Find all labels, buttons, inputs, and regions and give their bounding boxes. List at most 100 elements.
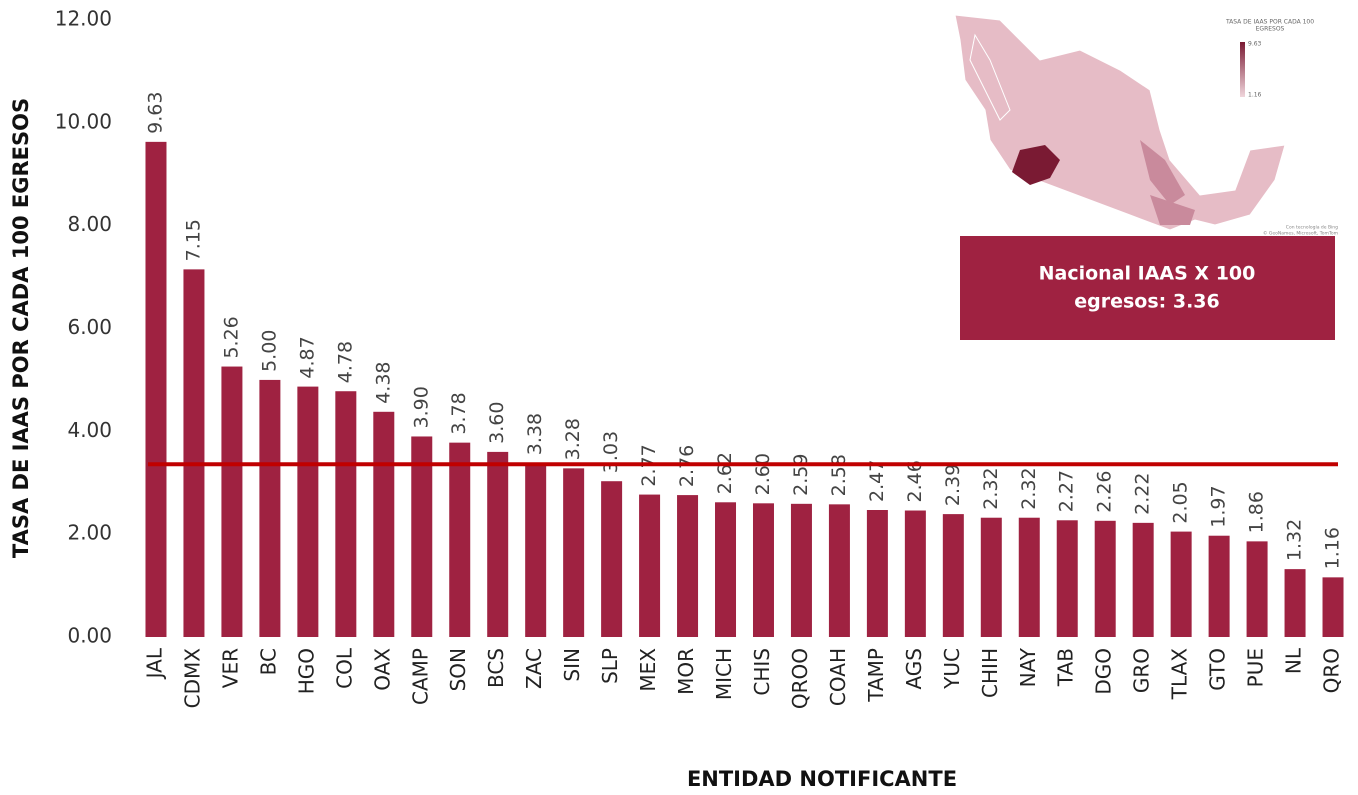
- bar: [677, 495, 699, 637]
- bar: [183, 269, 205, 637]
- bar: [1132, 522, 1154, 637]
- value-label: 2.32: [1018, 467, 1040, 509]
- x-tick-label: HGO: [294, 648, 318, 694]
- map-credit: Con tecnología de Bing: [1286, 224, 1338, 231]
- x-tick-label: MICH: [712, 648, 736, 700]
- y-tick-label: 0.00: [67, 624, 112, 648]
- bar: [715, 502, 737, 637]
- value-label: 2.47: [866, 460, 888, 502]
- value-label: 5.00: [258, 330, 280, 372]
- x-tick-label: MOR: [674, 648, 698, 695]
- value-label: 1.16: [1322, 527, 1344, 569]
- bar: [790, 503, 812, 637]
- map-legend-title: TASA DE IAAS POR CADA 100: [1225, 19, 1314, 26]
- bar: [411, 436, 433, 637]
- value-label: 2.26: [1094, 470, 1116, 512]
- value-label: 1.32: [1284, 519, 1306, 561]
- value-label: 3.90: [410, 386, 432, 428]
- value-label: 2.32: [980, 467, 1002, 509]
- x-tick-label: GTO: [1206, 648, 1230, 691]
- annotation-text: egresos: 3.36: [1074, 291, 1220, 313]
- map-legend-min: 1.16: [1248, 92, 1262, 99]
- x-tick-label: QRO: [1320, 648, 1344, 693]
- x-tick-label: ZAC: [522, 648, 546, 689]
- value-label: 2.46: [904, 460, 926, 502]
- x-tick-label: TAMP: [864, 648, 888, 703]
- map-region: [1140, 140, 1185, 205]
- annotation-box: [960, 236, 1335, 340]
- bar: [145, 141, 167, 638]
- bar: [1246, 541, 1268, 637]
- x-tick-label: GRO: [1130, 648, 1154, 693]
- value-label: 3.38: [524, 413, 546, 455]
- y-tick-label: 4.00: [67, 418, 112, 442]
- value-label: 7.15: [182, 219, 204, 261]
- value-label: 3.28: [562, 418, 584, 460]
- bar: [487, 451, 509, 637]
- map-shape: [954, 14, 1286, 231]
- x-tick-label: YUC: [940, 648, 964, 690]
- x-tick-label: MEX: [636, 648, 660, 692]
- value-label: 2.60: [752, 453, 774, 495]
- map-region: [1012, 145, 1060, 185]
- x-tick-label: JAL: [142, 647, 166, 680]
- bar: [1170, 531, 1192, 637]
- x-tick-label: COL: [332, 647, 356, 689]
- map-credit: © GeoNames, Microsoft, TomTom: [1263, 230, 1338, 237]
- x-tick-label: DGO: [1092, 648, 1116, 695]
- y-tick-label: 12.00: [55, 7, 112, 31]
- value-label: 4.87: [296, 336, 318, 378]
- value-label: 9.63: [144, 92, 166, 134]
- bar: [601, 481, 623, 637]
- x-tick-label: PUE: [1244, 648, 1268, 687]
- map-inset: [954, 14, 1286, 231]
- x-tick-label: SON: [446, 648, 470, 691]
- bar: [942, 514, 964, 637]
- y-tick-label: 8.00: [67, 212, 112, 236]
- y-tick-label: 6.00: [67, 315, 112, 339]
- x-tick-label: OAX: [370, 648, 394, 691]
- value-label: 1.86: [1246, 491, 1268, 533]
- y-axis-title: TASA DE IAAS POR CADA 100 EGRESOS: [9, 98, 33, 558]
- value-label: 5.26: [220, 316, 242, 358]
- bar: [449, 442, 471, 637]
- x-tick-label: AGS: [902, 648, 926, 690]
- bar: [1208, 535, 1230, 637]
- x-tick-label: NL: [1282, 647, 1306, 674]
- value-label: 3.78: [448, 392, 470, 434]
- bar: [1094, 520, 1116, 637]
- bar: [221, 366, 243, 637]
- value-label: 2.39: [942, 464, 964, 506]
- x-tick-label: SIN: [560, 648, 584, 682]
- bar: [752, 503, 774, 637]
- bar: [335, 391, 357, 637]
- x-tick-label: CDMX: [180, 648, 204, 709]
- bar: [259, 379, 281, 637]
- x-axis-title: ENTIDAD NOTIFICANTE: [687, 767, 957, 791]
- bar: [866, 510, 888, 637]
- x-tick-label: CHIH: [978, 648, 1002, 698]
- value-label: 4.38: [372, 361, 394, 403]
- bar: [980, 517, 1002, 637]
- value-label: 2.62: [714, 452, 736, 494]
- bar: [1284, 569, 1306, 637]
- bar: [563, 468, 585, 637]
- y-tick-label: 2.00: [67, 521, 112, 545]
- x-tick-label: VER: [218, 648, 242, 688]
- bar: [904, 510, 926, 637]
- map-legend-bar: [1240, 42, 1245, 97]
- value-label: 3.03: [600, 431, 622, 473]
- y-tick-label: 10.00: [55, 109, 112, 133]
- x-tick-label: SLP: [598, 648, 622, 684]
- value-label: 1.97: [1208, 485, 1230, 527]
- value-label: 4.78: [334, 341, 356, 383]
- x-tick-label: COAH: [826, 648, 850, 706]
- x-tick-label: BCS: [484, 648, 508, 688]
- bar: [1018, 517, 1040, 637]
- x-tick-label: NAY: [1016, 647, 1040, 687]
- map-legend-title: EGRESOS: [1256, 26, 1285, 33]
- bar: [828, 504, 850, 637]
- x-tick-label: BC: [256, 648, 280, 675]
- value-label: 3.60: [486, 402, 508, 444]
- map-region: [1150, 195, 1195, 225]
